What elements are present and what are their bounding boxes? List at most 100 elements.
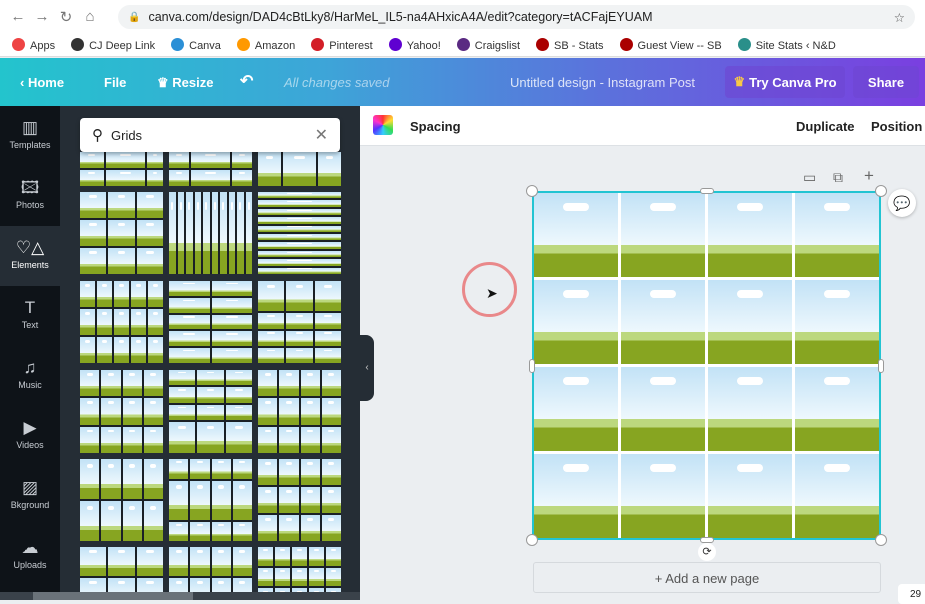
grid-thumbnail[interactable] [169, 281, 252, 363]
rail-item-uploads[interactable]: ☁ Uploads [0, 526, 60, 586]
add-page-button[interactable]: + Add a new page [533, 562, 881, 593]
add-comment-button[interactable]: 💬 [888, 189, 916, 217]
resize-handle[interactable] [875, 534, 887, 546]
grid-cell[interactable] [621, 454, 705, 538]
rail-item-elements[interactable]: ♡△ Elements [0, 226, 60, 286]
note-icon[interactable]: ▭ [803, 169, 817, 185]
photo-placeholder [169, 314, 210, 330]
grid-thumbnail[interactable] [80, 370, 163, 453]
bookmark-item[interactable]: Canva [171, 37, 221, 52]
bookmark-item[interactable]: Amazon [236, 37, 295, 52]
grid-cell[interactable] [795, 454, 879, 538]
grid-thumbnail[interactable] [169, 547, 252, 600]
panel-scrollbar[interactable] [0, 592, 360, 600]
grid-thumbnail[interactable] [169, 459, 252, 541]
grid-cell[interactable] [795, 367, 879, 451]
grid-cell[interactable] [621, 280, 705, 364]
resize-handle[interactable] [526, 534, 538, 546]
photo-placeholder [321, 487, 341, 513]
position-button[interactable]: Position [871, 119, 923, 134]
grid-thumbnail[interactable] [258, 459, 341, 541]
try-pro-button[interactable]: ♛ Try Canva Pro [725, 66, 845, 98]
grid-thumbnail[interactable] [80, 152, 163, 186]
grid-cell[interactable] [708, 367, 792, 451]
bookmark-item[interactable]: Site Stats ‹ N&D [737, 37, 836, 52]
rail-item-music[interactable]: ♫ Music [0, 346, 60, 406]
rail-item-templates[interactable]: ▥ Templates [0, 106, 60, 166]
grid-thumbnail[interactable] [80, 547, 163, 600]
color-picker-button[interactable] [373, 115, 393, 135]
collapse-panel-handle[interactable]: ‹ [360, 335, 374, 401]
grid-thumbnail[interactable] [169, 370, 252, 453]
home-icon[interactable]: ⌂ [85, 8, 95, 25]
file-button[interactable]: File [104, 75, 127, 90]
grid-cell[interactable] [534, 367, 618, 451]
grid-cell[interactable] [795, 280, 879, 364]
reload-icon[interactable]: ↻ [59, 8, 73, 26]
resize-button[interactable]: ♛ Resize [157, 75, 213, 91]
back-icon[interactable]: ← [10, 8, 26, 25]
bookmark-item[interactable]: Pinterest [311, 37, 373, 52]
mouse-cursor-icon: ➤ [486, 285, 498, 301]
design-grid[interactable] [532, 191, 881, 540]
rotate-icon[interactable]: ⟳ [698, 543, 716, 561]
scrollbar-thumb[interactable] [33, 592, 193, 600]
photo-placeholder [114, 309, 129, 335]
grid-cell[interactable] [534, 193, 618, 277]
grid-thumbnail[interactable] [258, 152, 341, 186]
resize-handle[interactable] [878, 359, 884, 373]
grid-cell[interactable] [621, 367, 705, 451]
home-button[interactable]: ‹ Home [20, 75, 65, 90]
music-icon: ♫ [23, 358, 37, 377]
photo-placeholder [131, 337, 146, 363]
design-title[interactable]: Untitled design - Instagram Post [510, 75, 695, 90]
grid-thumbnail[interactable] [169, 152, 252, 186]
share-button[interactable]: Share [853, 66, 919, 98]
spacing-button[interactable]: Spacing [410, 119, 461, 134]
grid-thumbnail[interactable] [258, 370, 341, 453]
rail-item-photos[interactable]: 🖾 Photos [0, 166, 60, 226]
resize-handle[interactable] [700, 537, 714, 543]
bookmark-item[interactable]: Craigslist [456, 37, 520, 52]
resize-handle[interactable] [875, 185, 887, 197]
bookmark-item[interactable]: Guest View -- SB [619, 37, 722, 52]
forward-icon[interactable]: → [34, 8, 50, 25]
zoom-level[interactable]: 29 [898, 584, 925, 604]
grid-cell[interactable] [708, 193, 792, 277]
photo-placeholder [80, 281, 95, 307]
rail-item-text[interactable]: T Text [0, 286, 60, 346]
bookmark-item[interactable]: Yahoo! [388, 37, 441, 52]
bookmark-item[interactable]: SB - Stats [536, 37, 604, 52]
star-icon[interactable]: ☆ [893, 10, 905, 25]
bookmark-item[interactable]: Apps [12, 37, 55, 52]
duplicate-button[interactable]: Duplicate [796, 119, 855, 134]
undo-icon[interactable]: ↶ [240, 73, 254, 90]
grid-cell[interactable] [708, 280, 792, 364]
clear-icon[interactable]: ✕ [314, 127, 328, 144]
grid-thumbnail[interactable] [258, 192, 341, 274]
grid-thumbnail[interactable] [80, 192, 163, 274]
photo-placeholder [211, 297, 252, 313]
bookmark-item[interactable]: CJ Deep Link [71, 37, 155, 52]
resize-handle[interactable] [526, 185, 538, 197]
grid-thumbnail[interactable] [80, 281, 163, 363]
photo-placeholder [300, 459, 320, 485]
grid-thumbnail[interactable] [258, 281, 341, 363]
photo-placeholder [148, 337, 163, 363]
search-input[interactable]: ⚲ Grids ✕ [80, 118, 340, 152]
resize-handle[interactable] [700, 188, 714, 194]
grid-cell[interactable] [534, 454, 618, 538]
grid-thumbnail[interactable] [169, 192, 252, 274]
rail-item-bkground[interactable]: ▨ Bkground [0, 466, 60, 526]
grid-cell[interactable] [795, 193, 879, 277]
add-page-icon[interactable]: + [864, 166, 874, 185]
photo-placeholder [147, 152, 163, 168]
rail-item-videos[interactable]: ▶ Videos [0, 406, 60, 466]
resize-handle[interactable] [529, 359, 535, 373]
grid-cell[interactable] [534, 280, 618, 364]
grid-cell[interactable] [708, 454, 792, 538]
address-bar[interactable]: 🔒 canva.com/design/DAD4cBtLky8/HarMeL_IL… [118, 5, 915, 29]
grid-thumbnail[interactable] [80, 459, 163, 541]
copy-page-icon[interactable]: ⧉ [833, 169, 843, 185]
grid-cell[interactable] [621, 193, 705, 277]
